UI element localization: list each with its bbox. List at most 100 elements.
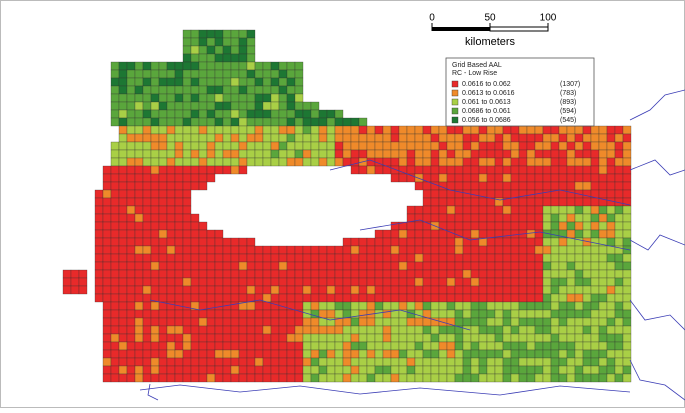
grid-cell <box>366 269 376 279</box>
grid-cell <box>158 285 168 295</box>
grid-cell <box>134 269 144 279</box>
grid-cell <box>134 85 144 95</box>
grid-cell <box>366 157 376 167</box>
grid-cell <box>398 301 408 311</box>
grid-cell <box>158 173 168 183</box>
grid-cell <box>166 309 176 319</box>
grid-cell <box>622 141 632 151</box>
grid-cell <box>590 261 600 271</box>
grid-cell <box>398 333 408 343</box>
grid-cell <box>190 373 200 383</box>
grid-cell <box>622 173 632 183</box>
grid-cell <box>198 237 208 247</box>
grid-cell <box>94 213 104 223</box>
grid-cell <box>582 309 592 319</box>
grid-cell <box>454 357 464 367</box>
grid-cell <box>278 133 288 143</box>
grid-cell <box>422 317 432 327</box>
grid-cell <box>214 133 224 143</box>
grid-cell <box>558 173 568 183</box>
grid-cell <box>358 309 368 319</box>
grid-cell <box>382 325 392 335</box>
grid-cell <box>110 101 120 111</box>
grid-cell <box>102 261 112 271</box>
grid-cell <box>582 149 592 159</box>
grid-cell <box>190 213 200 223</box>
grid-cell <box>518 293 528 303</box>
grid-cell <box>502 181 512 191</box>
grid-cell <box>550 157 560 167</box>
grid-cell <box>446 133 456 143</box>
grid-cell <box>302 125 312 135</box>
grid-cell <box>94 197 104 207</box>
grid-cell <box>470 333 480 343</box>
grid-cell <box>606 365 616 375</box>
grid-cell <box>150 213 160 223</box>
grid-cell <box>222 101 232 111</box>
grid-cell <box>486 317 496 327</box>
grid-cell <box>142 173 152 183</box>
grid-cell <box>150 221 160 231</box>
grid-cell <box>350 373 360 383</box>
grid-cell <box>486 229 496 239</box>
grid-cell <box>222 69 232 79</box>
grid-cell <box>486 205 496 215</box>
grid-cell <box>262 285 272 295</box>
grid-cell <box>414 365 424 375</box>
grid-cell <box>206 237 216 247</box>
grid-cell <box>518 253 528 263</box>
grid-cell <box>494 253 504 263</box>
grid-cell <box>198 53 208 63</box>
grid-cell <box>158 189 168 199</box>
grid-cell <box>214 373 224 383</box>
grid-cell <box>550 309 560 319</box>
grid-cell <box>166 181 176 191</box>
grid-cell <box>422 301 432 311</box>
grid-cell <box>110 229 120 239</box>
grid-cell <box>182 45 192 55</box>
grid-cell <box>246 269 256 279</box>
grid-cell <box>470 197 480 207</box>
grid-cell <box>494 221 504 231</box>
grid-cell <box>126 325 136 335</box>
grid-cell <box>270 77 280 87</box>
grid-cell <box>510 293 520 303</box>
grid-cell <box>166 117 176 127</box>
grid-cell <box>214 149 224 159</box>
grid-cell <box>422 133 432 143</box>
grid-cell <box>126 261 136 271</box>
grid-cell <box>350 365 360 375</box>
grid-cell <box>526 205 536 215</box>
grid-cell <box>358 341 368 351</box>
grid-cell <box>270 93 280 103</box>
grid-cell <box>134 229 144 239</box>
grid-cell <box>286 261 296 271</box>
grid-cell <box>414 221 424 231</box>
grid-cell <box>470 325 480 335</box>
grid-cell <box>502 253 512 263</box>
grid-cell <box>302 365 312 375</box>
grid-cell <box>542 141 552 151</box>
grid-cell <box>526 317 536 327</box>
legend-count: (594) <box>560 108 576 115</box>
grid-cell <box>246 365 256 375</box>
grid-cell <box>134 349 144 359</box>
grid-cell <box>102 205 112 215</box>
grid-cell <box>166 85 176 95</box>
scale-tick-label: 0 <box>429 13 435 24</box>
grid-cell <box>254 357 264 367</box>
grid-cell <box>238 133 248 143</box>
grid-cell <box>190 133 200 143</box>
grid-cell <box>438 357 448 367</box>
grid-cell <box>190 333 200 343</box>
grid-cell <box>278 325 288 335</box>
grid-cell <box>270 269 280 279</box>
grid-cell <box>286 141 296 151</box>
grid-cell <box>374 341 384 351</box>
grid-cell <box>174 237 184 247</box>
grid-cell <box>206 69 216 79</box>
grid-cell <box>614 373 624 383</box>
grid-cell <box>558 261 568 271</box>
grid-cell <box>222 293 232 303</box>
grid-cell <box>270 341 280 351</box>
